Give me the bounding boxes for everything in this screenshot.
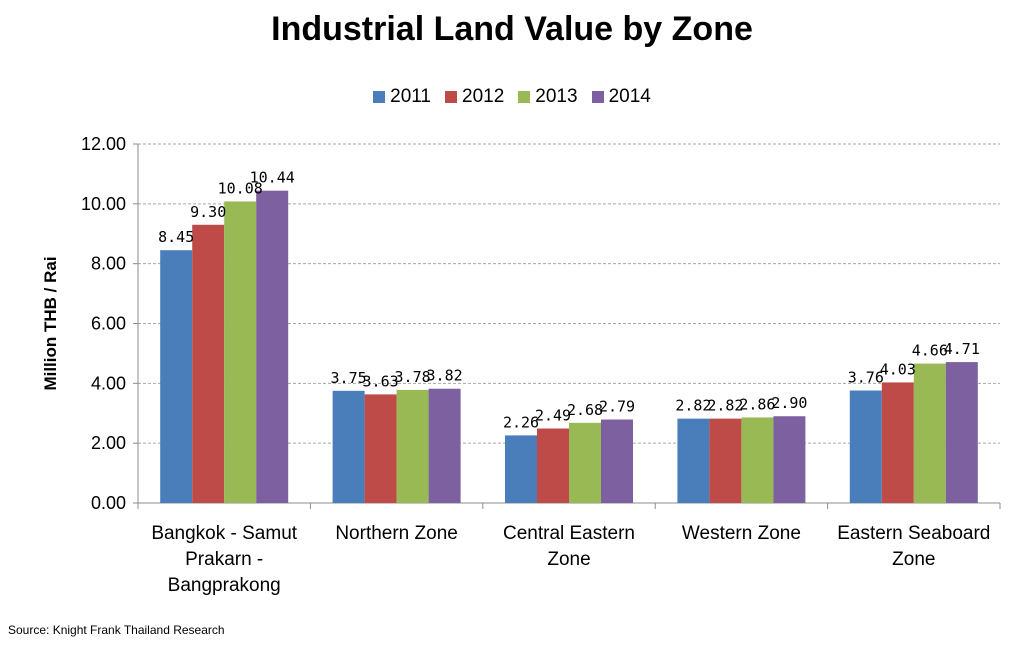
legend-swatch — [518, 91, 531, 103]
data-label: 2.82 — [707, 397, 743, 415]
x-tick-label: Bangprakong — [168, 575, 281, 596]
bar-2013 — [224, 201, 257, 503]
bar-2013 — [569, 422, 601, 503]
x-tick-label: Prakarn - — [185, 549, 263, 570]
bar-2012 — [881, 382, 914, 503]
bar-2012 — [192, 224, 225, 503]
legend-item: 2013 — [518, 86, 578, 108]
bar-2013 — [913, 363, 946, 503]
x-tick-label: Central Eastern — [503, 523, 635, 544]
legend-swatch — [373, 91, 386, 103]
data-label: 9.30 — [190, 203, 226, 221]
legend-item: 2011 — [373, 86, 431, 108]
legend-item: 2014 — [591, 86, 651, 108]
data-label: 2.86 — [739, 395, 775, 413]
y-axis-label: Million THB / Rai — [41, 256, 60, 390]
y-tick-label: 10.00 — [81, 194, 126, 214]
legend-label: 2014 — [608, 86, 651, 107]
legend-item: 2012 — [445, 86, 504, 108]
bar-2011 — [332, 390, 365, 503]
bar-2011 — [160, 250, 193, 503]
bar-2011 — [505, 435, 537, 503]
y-tick-label: 8.00 — [91, 254, 126, 274]
y-tick-label: 0.00 — [91, 493, 126, 513]
legend-swatch — [591, 91, 604, 103]
bar-2014 — [428, 388, 461, 503]
data-label: 2.82 — [675, 397, 711, 415]
data-label: 4.66 — [912, 342, 948, 360]
bar-2013 — [396, 389, 429, 503]
bar-2012 — [709, 418, 742, 503]
bar-2012 — [537, 428, 569, 503]
bar-2014 — [945, 362, 978, 503]
y-tick-label: 4.00 — [91, 373, 126, 393]
chart-title: Industrial Land Value by Zone — [271, 10, 753, 48]
data-label: 3.78 — [395, 368, 431, 386]
x-tick-label: Zone — [892, 549, 935, 570]
data-label: 3.63 — [363, 372, 399, 390]
bar-2011 — [677, 418, 710, 503]
data-label: 10.44 — [250, 169, 295, 187]
bar-2012 — [364, 394, 397, 503]
bar-2014 — [256, 190, 289, 504]
data-label: 4.71 — [944, 340, 980, 358]
data-label: 2.90 — [771, 394, 807, 412]
legend-label: 2012 — [462, 86, 505, 107]
x-tick-label: Northern Zone — [335, 523, 458, 544]
y-tick-label: 6.00 — [91, 314, 126, 334]
bar-2011 — [849, 390, 882, 503]
legend: 2011 2012 2013 2014 — [0, 86, 1024, 108]
data-label: 2.49 — [535, 407, 571, 425]
source-note: Source: Knight Frank Thailand Research — [8, 623, 225, 637]
data-label: 2.79 — [599, 398, 635, 416]
x-tick-label: Western Zone — [682, 523, 801, 544]
bar-2014 — [601, 419, 633, 503]
legend-label: 2011 — [390, 86, 431, 107]
x-tick-label: Bangkok - Samut — [151, 523, 297, 544]
data-label: 3.75 — [331, 369, 367, 387]
y-tick-label: 2.00 — [91, 433, 126, 453]
bar-2014 — [773, 416, 806, 503]
data-label: 3.82 — [427, 367, 463, 385]
legend-label: 2013 — [535, 86, 578, 107]
data-label: 8.45 — [158, 228, 194, 246]
data-label: 2.26 — [503, 413, 539, 431]
y-tick-label: 12.00 — [81, 134, 126, 154]
bar-2013 — [741, 417, 774, 503]
data-label: 3.76 — [848, 369, 884, 387]
x-tick-label: Eastern Seaboard — [837, 523, 990, 544]
x-tick-label: Zone — [547, 549, 590, 570]
data-label: 4.03 — [880, 360, 916, 378]
legend-swatch — [445, 91, 457, 103]
data-label: 10.08 — [218, 179, 263, 197]
data-label: 2.68 — [567, 401, 603, 419]
